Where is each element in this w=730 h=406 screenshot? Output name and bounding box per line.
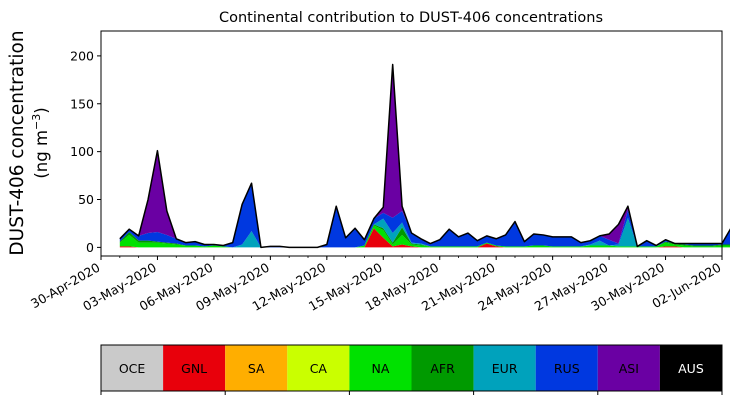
- colorbar-swatch-eur: [473, 345, 536, 391]
- colorbar-label-ca: CA: [310, 361, 328, 376]
- y-axis-label-line2: (ng m−3): [30, 107, 51, 178]
- colorbar-frame: [100, 344, 723, 392]
- y-tick-label: 150: [70, 96, 94, 111]
- colorbar-swatch-asi: [597, 345, 660, 391]
- colorbar-swatch-sa: [225, 345, 288, 391]
- colorbar-label-gnl: GNL: [181, 361, 207, 376]
- area-series-asi: [119, 64, 730, 248]
- plot-area: [119, 63, 730, 249]
- colorbar-label-eur: EUR: [492, 361, 518, 376]
- axes: 05010015020030-Apr-202003-May-202006-May…: [28, 30, 724, 314]
- colorbar-label-asi: ASI: [619, 361, 639, 376]
- plot-frame: [100, 30, 723, 257]
- y-axis-label-unit-exponent: −3: [30, 114, 43, 130]
- area-series-na: [119, 225, 730, 248]
- y-tick-label: 100: [70, 144, 94, 159]
- y-axis-label-line1: DUST-406 concentration: [7, 30, 28, 255]
- colorbar-swatch-afr: [411, 345, 474, 391]
- y-axis-label-unit-prefix: (ng m: [32, 130, 51, 179]
- colorbar-label-afr: AFR: [430, 361, 455, 376]
- colorbar: OCE GNL SA CA NA AFR EUR RUS ASI AUS: [100, 344, 723, 395]
- area-series-rus: [119, 183, 730, 248]
- y-tick-label: 200: [70, 48, 94, 63]
- colorbar-label-na: NA: [371, 361, 389, 376]
- y-tick-label: 50: [78, 192, 94, 207]
- colorbar-swatch-gnl: [163, 345, 226, 391]
- colorbar-swatch-aus: [659, 345, 722, 391]
- colorbar-swatch-rus: [535, 345, 598, 391]
- total-outline-line: [119, 63, 730, 249]
- colorbar-swatch-ca: [287, 345, 350, 391]
- colorbar-label-aus: AUS: [678, 361, 704, 376]
- colorbar-label-sa: SA: [248, 361, 265, 376]
- colorbar-swatch-na: [349, 345, 412, 391]
- colorbar-label-rus: RUS: [554, 361, 580, 376]
- y-axis-label-unit-suffix: ): [32, 107, 51, 113]
- y-tick-label: 0: [86, 240, 94, 255]
- colorbar-swatch-oce: [101, 345, 164, 391]
- colorbar-label-oce: OCE: [119, 361, 146, 376]
- chart-title: Continental contribution to DUST-406 con…: [219, 10, 603, 26]
- y-axis-label: DUST-406 concentration (ng m−3): [7, 30, 51, 255]
